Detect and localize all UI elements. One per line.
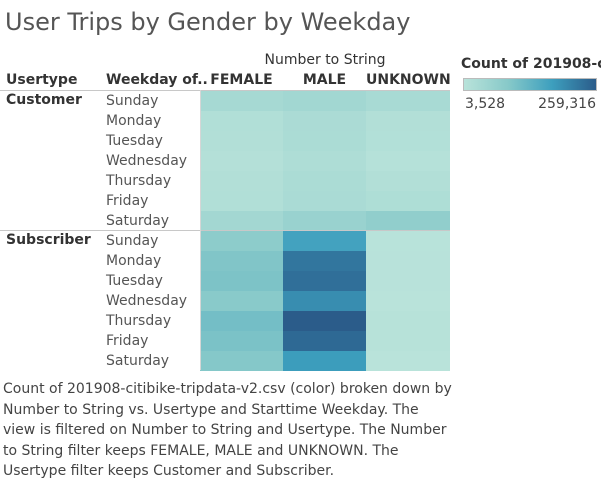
heatmap-cell-subscriber-friday-male[interactable] [283,331,367,351]
heatmap-cell-customer-saturday-female[interactable] [200,211,284,231]
chart-title: User Trips by Gender by Weekday [5,8,411,36]
heatmap-cell-subscriber-sunday-female[interactable] [200,231,284,251]
column-group-label: Number to String [264,52,386,68]
heatmap-cell-customer-tuesday-unknown[interactable] [366,131,450,151]
group-label-customer[interactable]: Customer [6,92,82,108]
row-label-subscriber-monday[interactable]: Monday [106,253,162,269]
heatmap-cell-customer-thursday-male[interactable] [283,171,367,191]
heatmap-cell-subscriber-sunday-unknown[interactable] [366,231,450,251]
column-header-unknown[interactable]: UNKNOWN [366,72,451,88]
heatmap-cell-subscriber-thursday-female[interactable] [200,311,284,331]
column-header-female[interactable]: FEMALE [210,72,273,88]
row-header-weekday[interactable]: Weekday of.. [106,72,208,88]
heatmap-cell-subscriber-saturday-male[interactable] [283,351,367,371]
heatmap-cell-customer-tuesday-female[interactable] [200,131,284,151]
heatmap-cell-subscriber-tuesday-unknown[interactable] [366,271,450,291]
heatmap-cell-subscriber-tuesday-male[interactable] [283,271,367,291]
row-header-usertype[interactable]: Usertype [6,72,78,88]
heatmap-cell-customer-sunday-female[interactable] [200,91,284,111]
heatmap-cell-customer-tuesday-male[interactable] [283,131,367,151]
heatmap-cell-customer-sunday-male[interactable] [283,91,367,111]
group-label-subscriber[interactable]: Subscriber [6,232,91,248]
row-label-subscriber-friday[interactable]: Friday [106,333,149,349]
chart-caption: Count of 201908-citibike-tripdata-v2.csv… [3,381,452,479]
heatmap-cell-customer-sunday-unknown[interactable] [366,91,450,111]
group-divider [0,230,450,231]
row-label-customer-monday[interactable]: Monday [106,113,162,129]
heatmap-cell-customer-monday-unknown[interactable] [366,111,450,131]
heatmap-cell-customer-wednesday-female[interactable] [200,151,284,171]
row-label-customer-sunday[interactable]: Sunday [106,93,159,109]
heatmap-cell-subscriber-tuesday-female[interactable] [200,271,284,291]
row-label-subscriber-tuesday[interactable]: Tuesday [106,273,163,289]
heatmap-cell-subscriber-saturday-female[interactable] [200,351,284,371]
row-label-customer-friday[interactable]: Friday [106,193,149,209]
legend-min-label: 3,528 [465,96,506,112]
heatmap-cell-subscriber-wednesday-female[interactable] [200,291,284,311]
heatmap-cell-subscriber-wednesday-male[interactable] [283,291,367,311]
header-divider [0,90,450,91]
heatmap-cell-subscriber-monday-female[interactable] [200,251,284,271]
row-label-subscriber-saturday[interactable]: Saturday [106,353,170,369]
heatmap-cell-customer-thursday-unknown[interactable] [366,171,450,191]
legend-max-label: 259,316 [538,96,596,112]
row-label-subscriber-wednesday[interactable]: Wednesday [106,293,188,309]
heatmap-cell-subscriber-saturday-unknown[interactable] [366,351,450,371]
heatmap-cell-subscriber-friday-female[interactable] [200,331,284,351]
heatmap-cell-customer-friday-unknown[interactable] [366,191,450,211]
heatmap-cell-subscriber-friday-unknown[interactable] [366,331,450,351]
legend-title[interactable]: Count of 201908-c.. [461,56,601,72]
row-label-subscriber-sunday[interactable]: Sunday [106,233,159,249]
legend-color-ramp [463,78,597,91]
heatmap-cell-customer-thursday-female[interactable] [200,171,284,191]
heatmap-cell-customer-saturday-unknown[interactable] [366,211,450,231]
heatmap-cell-customer-wednesday-unknown[interactable] [366,151,450,171]
heatmap-cell-subscriber-monday-male[interactable] [283,251,367,271]
grid-line-left [200,90,201,370]
heatmap-cell-subscriber-thursday-unknown[interactable] [366,311,450,331]
heatmap-cell-customer-monday-female[interactable] [200,111,284,131]
row-label-customer-saturday[interactable]: Saturday [106,213,170,229]
heatmap-cell-customer-saturday-male[interactable] [283,211,367,231]
column-header-male[interactable]: MALE [302,72,347,88]
heatmap-cell-customer-friday-male[interactable] [283,191,367,211]
heatmap-cell-subscriber-monday-unknown[interactable] [366,251,450,271]
row-label-subscriber-thursday[interactable]: Thursday [106,313,172,329]
heatmap-cell-customer-monday-male[interactable] [283,111,367,131]
heatmap-cell-customer-friday-female[interactable] [200,191,284,211]
row-label-customer-tuesday[interactable]: Tuesday [106,133,163,149]
heatmap-cell-subscriber-wednesday-unknown[interactable] [366,291,450,311]
heatmap-cell-subscriber-sunday-male[interactable] [283,231,367,251]
heatmap-cell-customer-wednesday-male[interactable] [283,151,367,171]
heatmap-cell-subscriber-thursday-male[interactable] [283,311,367,331]
row-label-customer-thursday[interactable]: Thursday [106,173,172,189]
row-label-customer-wednesday[interactable]: Wednesday [106,153,188,169]
